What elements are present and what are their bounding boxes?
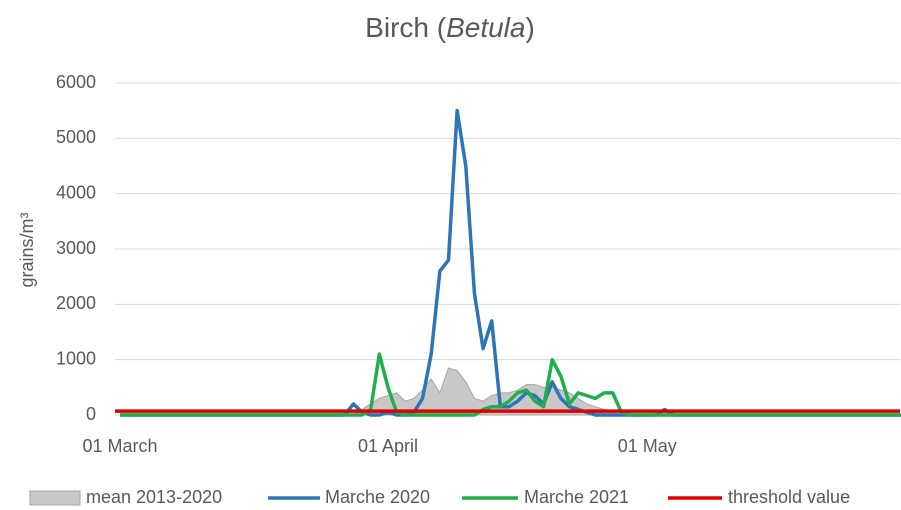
y-tick-label: 6000	[56, 72, 96, 92]
y-tick-label: 0	[86, 404, 96, 424]
series-line	[120, 352, 901, 417]
series-line	[120, 108, 901, 417]
title-part: Birch (	[365, 12, 447, 43]
chart-title: Birch (Betula)	[365, 12, 535, 43]
y-tick-label: 2000	[56, 293, 96, 313]
legend-label: Marche 2020	[325, 487, 430, 507]
y-tick-label: 1000	[56, 348, 96, 368]
x-tick-label: 01 April	[358, 436, 418, 456]
y-axis-label: grains/m³	[17, 212, 37, 287]
legend-label: threshold value	[728, 487, 850, 507]
x-tick-label: 01 March	[82, 436, 157, 456]
x-tick-label: 01 May	[618, 436, 677, 456]
y-tick-label: 5000	[56, 127, 96, 147]
mean-area	[120, 367, 901, 416]
legend-label: Marche 2021	[524, 487, 629, 507]
y-tick-label: 3000	[56, 238, 96, 258]
legend-swatch	[29, 490, 81, 506]
title-part: )	[525, 12, 534, 43]
y-tick-label: 4000	[56, 182, 96, 202]
title-part: Betula	[446, 12, 525, 43]
legend-label: mean 2013-2020	[86, 487, 222, 507]
